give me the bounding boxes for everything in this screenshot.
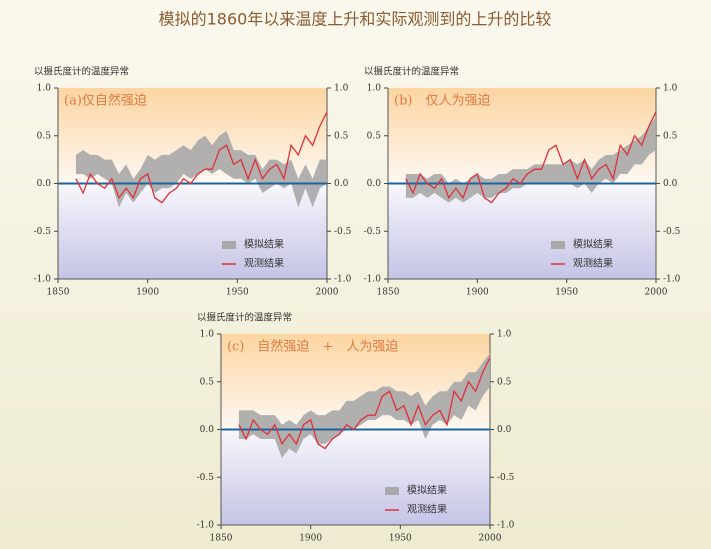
- x-tick-label: 1900: [299, 534, 322, 544]
- x-tick-label: 1900: [136, 288, 159, 298]
- y-tick-label: 0.5: [367, 131, 382, 141]
- y2-tick-label: 1.0: [497, 330, 512, 340]
- y-tick-label: 1.0: [367, 84, 382, 94]
- y-tick-label: 1.0: [200, 330, 215, 340]
- y2-tick-label: 0.5: [663, 131, 678, 141]
- y2-tick-label: 0.0: [497, 425, 512, 435]
- y2-tick-label: 1.0: [334, 84, 349, 94]
- y-tick-label: 0.5: [200, 377, 215, 387]
- y2-tick-label: 0.0: [663, 179, 678, 189]
- x-tick-label: 1950: [555, 288, 578, 298]
- y-tick-label: -1.0: [197, 521, 215, 531]
- x-tick-label: 1950: [226, 288, 249, 298]
- y-tick-label: -1.0: [34, 275, 52, 285]
- panel-title: (c) 自然强迫 + 人为强迫: [227, 339, 398, 355]
- legend-label: 模拟结果: [407, 484, 447, 497]
- y-tick-label: -0.5: [34, 227, 52, 237]
- y-tick-label: 0.5: [37, 131, 52, 141]
- legend-swatch: [222, 241, 236, 249]
- y-axis-label: 以摄氏度计的温度异常: [197, 312, 292, 324]
- observed-line: [405, 111, 657, 204]
- panel-title: (b) 仅人为强迫: [394, 94, 490, 109]
- x-tick-label: 1850: [210, 534, 233, 544]
- legend-label: 观测结果: [573, 257, 613, 270]
- observed-line: [238, 357, 491, 450]
- y-tick-label: 0.0: [200, 425, 215, 435]
- legend-swatch: [551, 241, 565, 249]
- y-tick-label: -0.5: [197, 473, 215, 483]
- y2-tick-label: 0.5: [334, 131, 349, 141]
- y2-tick-label: -1.0: [497, 521, 515, 531]
- observed-line: [75, 111, 328, 204]
- legend-swatch: [385, 487, 399, 495]
- y2-tick-label: 1.0: [663, 84, 678, 94]
- y-tick-label: -0.5: [364, 227, 382, 237]
- x-tick-label: 2000: [645, 288, 668, 298]
- x-tick-label: 1850: [377, 288, 400, 298]
- x-tick-label: 2000: [479, 534, 502, 544]
- panel-title: (a)仅自然强迫: [64, 93, 147, 109]
- legend-label: 模拟结果: [573, 238, 613, 251]
- y2-tick-label: -0.5: [663, 227, 681, 237]
- y-tick-label: 0.0: [367, 179, 382, 189]
- y2-tick-label: -0.5: [334, 227, 352, 237]
- legend-label: 观测结果: [407, 503, 447, 516]
- y-axis-label: 以摄氏度计的温度异常: [34, 66, 129, 78]
- y-tick-label: 1.0: [37, 84, 52, 94]
- model-band: [405, 116, 656, 203]
- y2-tick-label: -1.0: [334, 275, 352, 285]
- legend-label: 模拟结果: [244, 238, 284, 251]
- model-band: [238, 353, 490, 459]
- figure-title: 模拟的1860年以来温度上升和实际观测到的上升的比较: [159, 10, 552, 29]
- y-axis-label: 以摄氏度计的温度异常: [364, 66, 459, 78]
- y2-tick-label: -1.0: [663, 275, 681, 285]
- model-band: [75, 130, 327, 208]
- y2-tick-label: 0.5: [497, 377, 512, 387]
- y2-tick-label: 0.0: [334, 179, 349, 189]
- x-tick-label: 1950: [389, 534, 412, 544]
- y-tick-label: 0.0: [37, 179, 52, 189]
- x-tick-label: 1900: [466, 288, 489, 298]
- y2-tick-label: -0.5: [497, 473, 515, 483]
- x-tick-label: 1850: [47, 288, 70, 298]
- y-tick-label: -1.0: [364, 275, 382, 285]
- legend-label: 观测结果: [244, 257, 284, 270]
- x-tick-label: 2000: [316, 288, 339, 298]
